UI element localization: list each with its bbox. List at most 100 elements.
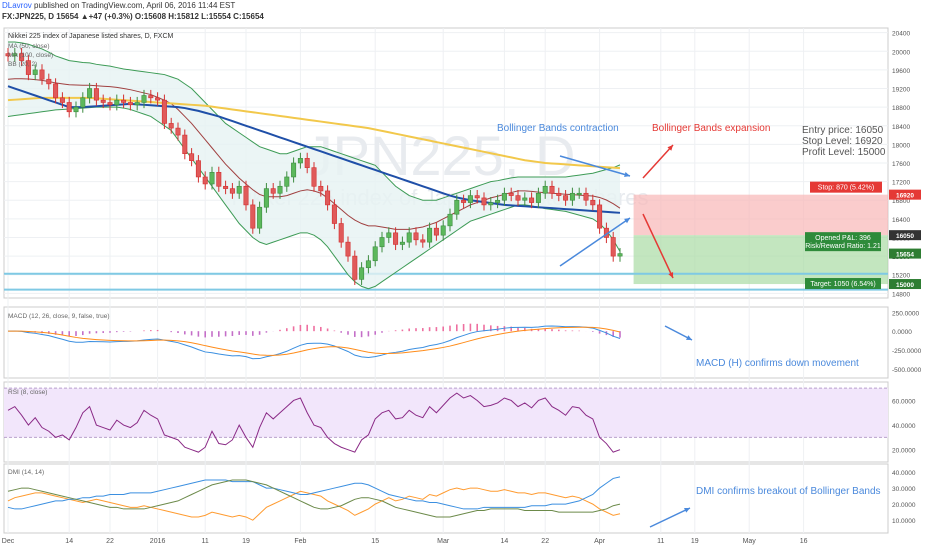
candle-body — [114, 99, 120, 106]
candle-body — [263, 188, 269, 208]
price-tag-bg — [889, 248, 921, 259]
candle-body — [141, 95, 147, 103]
price-tag-bg — [889, 279, 921, 290]
dmi-arrow-head — [684, 507, 690, 513]
indicator-legend: MA (50, close) — [8, 43, 50, 50]
bollinger-upper-line — [8, 41, 621, 201]
indicator-legend: BB (20, 2) — [8, 61, 37, 68]
candle-body — [107, 102, 113, 106]
y-tick-label: 18800 — [892, 105, 910, 112]
x-tick-label: 16 — [800, 538, 808, 545]
candle-body — [461, 199, 467, 203]
candle-body — [576, 192, 582, 196]
candle-body — [338, 223, 344, 243]
candle-body — [87, 88, 93, 99]
price-tag-bg — [889, 230, 921, 241]
candle-body — [454, 199, 460, 215]
candle-body — [420, 239, 426, 243]
candle-body — [297, 158, 303, 164]
y-tick-label: 14800 — [892, 291, 910, 298]
candle-body — [257, 206, 263, 229]
rsi-title: RSI (8, close) — [8, 389, 47, 396]
candle-body — [155, 97, 161, 101]
y-tick-label: 15200 — [892, 273, 910, 280]
candle-body — [325, 190, 331, 206]
candle-body — [250, 204, 256, 229]
candle-body — [291, 162, 297, 178]
x-tick-label: 19 — [242, 538, 250, 545]
candle-body — [535, 192, 541, 203]
candle-body — [209, 172, 215, 185]
author-link[interactable]: DLavrov — [2, 1, 32, 10]
profit-level-text: Profit Level: 15000 — [802, 147, 886, 158]
dmi-annotation: DMI confirms breakout of Bollinger Bands — [696, 486, 881, 497]
macd-annotation: MACD (H) confirms down movement — [696, 358, 859, 369]
y-tick-label: 19600 — [892, 68, 910, 75]
candle-body — [270, 188, 276, 194]
candle-body — [216, 172, 222, 187]
stop-level-text: Stop Level: 16920 — [802, 136, 883, 147]
candle-body — [12, 53, 18, 57]
candle-body — [318, 185, 324, 192]
indicator-legend: MA (100, close) — [8, 52, 53, 59]
candle-body — [189, 153, 195, 161]
x-tick-label: Dec — [2, 538, 15, 545]
opened-pl-label: Opened P&L: 396 — [815, 235, 871, 242]
macd-arrow-head — [686, 335, 692, 340]
candle-body — [352, 255, 358, 280]
dmi-arrow — [649, 507, 691, 528]
arrow-expansion-down-head — [668, 272, 674, 278]
price-tag-label: 15654 — [896, 252, 914, 259]
ticker-line: FX:JPN225, D 15654 ▲+47 (+0.3%) O:15608 … — [2, 12, 264, 21]
y-tick-label: 17600 — [892, 161, 910, 168]
rsi-band — [4, 388, 888, 438]
macd-signal-line — [7, 326, 621, 356]
stop-label: Stop: 870 (5.42%) — [818, 185, 874, 192]
arrow-contraction-upper-head — [624, 172, 630, 178]
candle-body — [522, 197, 528, 201]
candle-body — [304, 158, 310, 168]
dmi-y-tick: 40.0000 — [892, 470, 916, 477]
y-tick-label: 16800 — [892, 198, 910, 205]
candle-body — [5, 53, 11, 57]
candle-body — [379, 237, 385, 248]
candle-body — [481, 197, 487, 206]
y-tick-label: 19200 — [892, 87, 910, 94]
arrow-contraction-lower-head — [624, 218, 630, 224]
candle-body — [433, 227, 439, 236]
candle-body — [32, 69, 38, 75]
candle-body — [19, 53, 25, 61]
candle-body — [121, 99, 127, 103]
candle-body — [168, 123, 174, 129]
risk-reward-label: Risk/Reward Ratio: 1.21 — [805, 243, 881, 250]
x-tick-label: May — [743, 538, 757, 545]
candle-body — [508, 192, 514, 196]
candle-body — [440, 225, 446, 236]
y-tick-label: 16400 — [892, 217, 910, 224]
candle-body — [597, 204, 603, 229]
x-tick-label: Mar — [437, 538, 450, 545]
dmi-y-tick: 10.0000 — [892, 518, 916, 525]
candle-body — [617, 253, 623, 257]
candle-body — [406, 232, 412, 243]
candle-body — [427, 227, 433, 243]
target-label: Target: 1050 (6.54%) — [810, 281, 875, 288]
candle-body — [372, 246, 378, 262]
candle-body — [100, 99, 106, 103]
adx-line — [7, 479, 621, 518]
candle-body — [569, 192, 575, 201]
stop-zone — [633, 194, 888, 236]
published-text: published on TradingView.com, April 06, … — [34, 1, 236, 10]
candle-body — [182, 134, 188, 154]
candle-body — [284, 176, 290, 187]
candle-body — [393, 232, 399, 245]
candle-body — [80, 97, 86, 108]
macd-y-tick: -500.0000 — [892, 367, 922, 374]
x-tick-label: 11 — [657, 538, 664, 545]
candle-body — [175, 127, 181, 136]
candle-body — [501, 192, 507, 201]
x-tick-label: 14 — [501, 538, 509, 545]
x-tick-label: 2016 — [150, 538, 166, 545]
x-tick-label: 14 — [65, 538, 73, 545]
